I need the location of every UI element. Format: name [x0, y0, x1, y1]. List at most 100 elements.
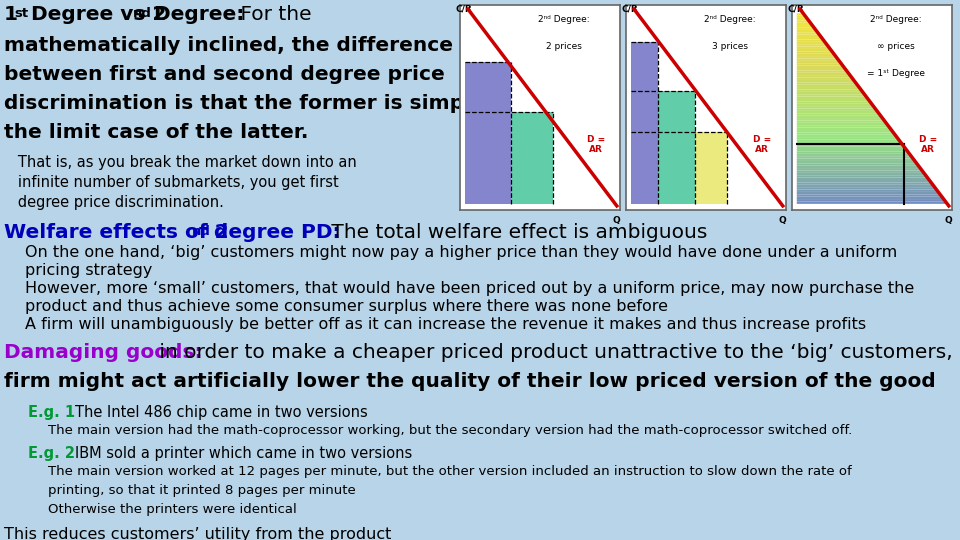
Text: However, more ‘small’ customers, that would have been priced out by a uniform pr: However, more ‘small’ customers, that wo…: [25, 281, 914, 296]
Polygon shape: [797, 102, 872, 104]
Text: discrimination is that the former is simply: discrimination is that the former is sim…: [4, 94, 484, 113]
Polygon shape: [797, 135, 897, 137]
Text: in order to make a cheaper priced product unattractive to the ‘big’ customers,: in order to make a cheaper priced produc…: [153, 343, 952, 362]
Polygon shape: [797, 30, 818, 32]
Polygon shape: [797, 201, 948, 204]
Text: degree price discrimination.: degree price discrimination.: [4, 195, 224, 210]
Text: infinite number of submarkets, you get first: infinite number of submarkets, you get f…: [4, 175, 339, 190]
Polygon shape: [797, 109, 877, 111]
Text: between first and second degree price: between first and second degree price: [4, 65, 444, 84]
Text: printing, so that it printed 8 pages per minute: printing, so that it printed 8 pages per…: [48, 484, 356, 497]
Bar: [631, 42, 658, 204]
Text: 2 prices: 2 prices: [546, 42, 582, 51]
Polygon shape: [797, 68, 847, 70]
Text: The total welfare effect is ambiguous: The total welfare effect is ambiguous: [325, 223, 708, 242]
Text: 3 prices: 3 prices: [712, 42, 748, 51]
Polygon shape: [797, 178, 929, 180]
Text: = 1ˢᵗ Degree: = 1ˢᵗ Degree: [867, 69, 925, 78]
Polygon shape: [797, 183, 933, 185]
Text: IBM sold a printer which came in two versions: IBM sold a printer which came in two ver…: [75, 446, 412, 461]
Text: mathematically inclined, the difference: mathematically inclined, the difference: [4, 36, 453, 55]
Polygon shape: [797, 127, 892, 130]
Text: The Intel 486 chip came in two versions: The Intel 486 chip came in two versions: [75, 405, 368, 420]
Polygon shape: [797, 190, 938, 192]
Polygon shape: [797, 173, 925, 176]
Bar: [658, 91, 695, 204]
Text: C/R: C/R: [621, 5, 638, 14]
Polygon shape: [797, 56, 837, 58]
Polygon shape: [797, 63, 843, 66]
Polygon shape: [797, 92, 864, 94]
Polygon shape: [797, 21, 810, 23]
Polygon shape: [797, 16, 806, 18]
Polygon shape: [797, 120, 886, 123]
Polygon shape: [797, 118, 884, 120]
Polygon shape: [797, 75, 852, 78]
Text: pricing strategy: pricing strategy: [25, 263, 153, 278]
Polygon shape: [797, 44, 828, 46]
Polygon shape: [797, 28, 816, 30]
Polygon shape: [797, 18, 808, 21]
Bar: [695, 132, 727, 204]
Text: E.g. 2: E.g. 2: [28, 446, 75, 461]
Polygon shape: [797, 161, 917, 163]
Polygon shape: [797, 163, 919, 166]
Polygon shape: [797, 151, 909, 154]
Polygon shape: [797, 171, 924, 173]
Polygon shape: [797, 80, 855, 82]
Polygon shape: [797, 199, 946, 201]
Polygon shape: [797, 25, 814, 28]
Text: 2ⁿᵈ Degree:: 2ⁿᵈ Degree:: [870, 15, 922, 24]
Polygon shape: [797, 197, 944, 199]
Polygon shape: [797, 168, 922, 171]
Polygon shape: [797, 66, 845, 68]
Text: ∞ prices: ∞ prices: [877, 42, 915, 51]
Polygon shape: [797, 23, 812, 25]
Polygon shape: [797, 85, 859, 87]
Polygon shape: [797, 82, 857, 85]
Text: This reduces customers’ utility from the product: This reduces customers’ utility from the…: [4, 527, 392, 540]
Text: nd: nd: [133, 7, 152, 20]
Polygon shape: [797, 137, 899, 139]
Polygon shape: [797, 35, 821, 37]
Text: Q: Q: [945, 216, 952, 225]
Polygon shape: [797, 154, 911, 156]
Polygon shape: [797, 87, 861, 90]
Polygon shape: [797, 144, 904, 147]
Text: Otherwise the printers were identical: Otherwise the printers were identical: [48, 503, 297, 516]
Polygon shape: [797, 13, 804, 16]
Text: Q: Q: [612, 216, 620, 225]
Text: st: st: [14, 7, 28, 20]
Text: Damaging goods:: Damaging goods:: [4, 343, 203, 362]
Text: D =
AR: D = AR: [919, 134, 937, 154]
Text: product and thus achieve some consumer surplus where there was none before: product and thus achieve some consumer s…: [25, 299, 668, 314]
Polygon shape: [797, 147, 906, 149]
Polygon shape: [797, 113, 880, 116]
Polygon shape: [797, 130, 893, 132]
Text: A firm will unambiguously be better off as it can increase the revenue it makes : A firm will unambiguously be better off …: [25, 317, 866, 332]
Text: Welfare effects of 2: Welfare effects of 2: [4, 223, 228, 242]
Polygon shape: [797, 32, 819, 35]
Polygon shape: [797, 106, 876, 109]
Polygon shape: [797, 51, 833, 53]
Text: 2ⁿᵈ Degree:: 2ⁿᵈ Degree:: [705, 15, 756, 24]
Polygon shape: [797, 53, 835, 56]
Polygon shape: [797, 90, 863, 92]
Polygon shape: [797, 70, 848, 73]
Text: D =
AR: D = AR: [753, 134, 771, 154]
Polygon shape: [797, 139, 900, 142]
Polygon shape: [797, 159, 915, 161]
Polygon shape: [797, 132, 895, 135]
Polygon shape: [797, 116, 882, 118]
Bar: [511, 112, 553, 204]
Polygon shape: [797, 142, 902, 144]
Text: Degree vs 2: Degree vs 2: [24, 5, 166, 24]
Text: Q: Q: [779, 216, 786, 225]
Polygon shape: [797, 123, 888, 125]
Text: That is, as you break the market down into an: That is, as you break the market down in…: [4, 155, 357, 170]
Text: The main version had the math-coprocessor working, but the secondary version had: The main version had the math-coprocesso…: [48, 424, 852, 437]
Polygon shape: [797, 61, 841, 63]
Polygon shape: [797, 187, 936, 190]
Text: 1: 1: [4, 5, 18, 24]
Text: C/R: C/R: [455, 5, 472, 14]
